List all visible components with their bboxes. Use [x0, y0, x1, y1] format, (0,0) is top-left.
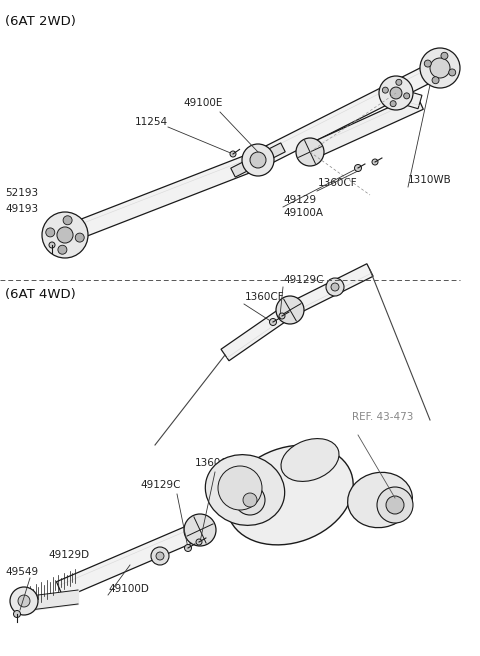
Circle shape [196, 539, 202, 545]
Polygon shape [57, 522, 204, 598]
Circle shape [184, 544, 192, 552]
Text: 49129C: 49129C [140, 480, 180, 490]
Circle shape [156, 552, 164, 560]
Circle shape [383, 87, 388, 93]
Circle shape [296, 138, 324, 166]
Polygon shape [62, 152, 261, 243]
Circle shape [63, 216, 72, 225]
Text: 49549: 49549 [5, 567, 38, 577]
Polygon shape [221, 304, 294, 361]
Text: 1360CF: 1360CF [195, 458, 235, 468]
Circle shape [386, 496, 404, 514]
Circle shape [372, 159, 378, 165]
Circle shape [420, 48, 460, 88]
Text: 49100E: 49100E [183, 98, 222, 108]
Circle shape [279, 313, 285, 319]
Text: 1310WB: 1310WB [408, 175, 452, 185]
Circle shape [269, 319, 276, 325]
Text: 49100A: 49100A [283, 208, 323, 218]
Circle shape [42, 212, 88, 258]
Circle shape [276, 296, 304, 324]
Circle shape [243, 493, 257, 507]
Text: 49129D: 49129D [48, 550, 89, 560]
Circle shape [49, 242, 55, 248]
Polygon shape [287, 264, 373, 316]
Circle shape [433, 61, 447, 75]
Circle shape [18, 595, 30, 607]
Circle shape [10, 587, 38, 615]
Circle shape [13, 611, 21, 617]
Circle shape [377, 487, 413, 523]
Circle shape [58, 245, 67, 255]
Ellipse shape [348, 472, 412, 527]
Circle shape [218, 466, 262, 510]
Text: REF. 43-473: REF. 43-473 [352, 412, 413, 422]
Circle shape [432, 77, 439, 84]
Circle shape [326, 278, 344, 296]
Circle shape [390, 87, 402, 99]
Circle shape [441, 52, 448, 59]
Circle shape [46, 228, 55, 237]
Text: 49100D: 49100D [108, 584, 149, 594]
Text: (6AT 4WD): (6AT 4WD) [5, 288, 76, 301]
Circle shape [235, 485, 265, 515]
Text: 1360CF: 1360CF [245, 292, 285, 302]
Text: (6AT 2WD): (6AT 2WD) [5, 15, 76, 28]
Text: 49129: 49129 [283, 195, 316, 205]
Circle shape [230, 151, 236, 157]
Circle shape [151, 547, 169, 565]
Text: 49193: 49193 [5, 204, 38, 214]
Ellipse shape [227, 445, 353, 545]
Circle shape [331, 283, 339, 291]
Circle shape [75, 233, 84, 242]
Bar [231, 143, 285, 177]
Ellipse shape [205, 455, 285, 525]
Ellipse shape [281, 439, 339, 482]
Circle shape [57, 227, 73, 243]
Polygon shape [394, 89, 422, 109]
Circle shape [184, 514, 216, 546]
Circle shape [390, 100, 396, 107]
Circle shape [430, 58, 450, 78]
Polygon shape [307, 94, 423, 159]
Circle shape [404, 93, 409, 99]
Circle shape [449, 69, 456, 76]
Circle shape [396, 79, 402, 85]
Text: 49129C: 49129C [283, 275, 324, 285]
Circle shape [250, 152, 266, 168]
Text: 52193: 52193 [5, 188, 38, 198]
Circle shape [379, 76, 413, 110]
Circle shape [424, 60, 432, 67]
Polygon shape [254, 60, 444, 168]
Circle shape [355, 165, 361, 171]
Text: 11254: 11254 [135, 117, 168, 127]
Circle shape [242, 144, 274, 176]
Text: 1360CF: 1360CF [318, 178, 358, 188]
